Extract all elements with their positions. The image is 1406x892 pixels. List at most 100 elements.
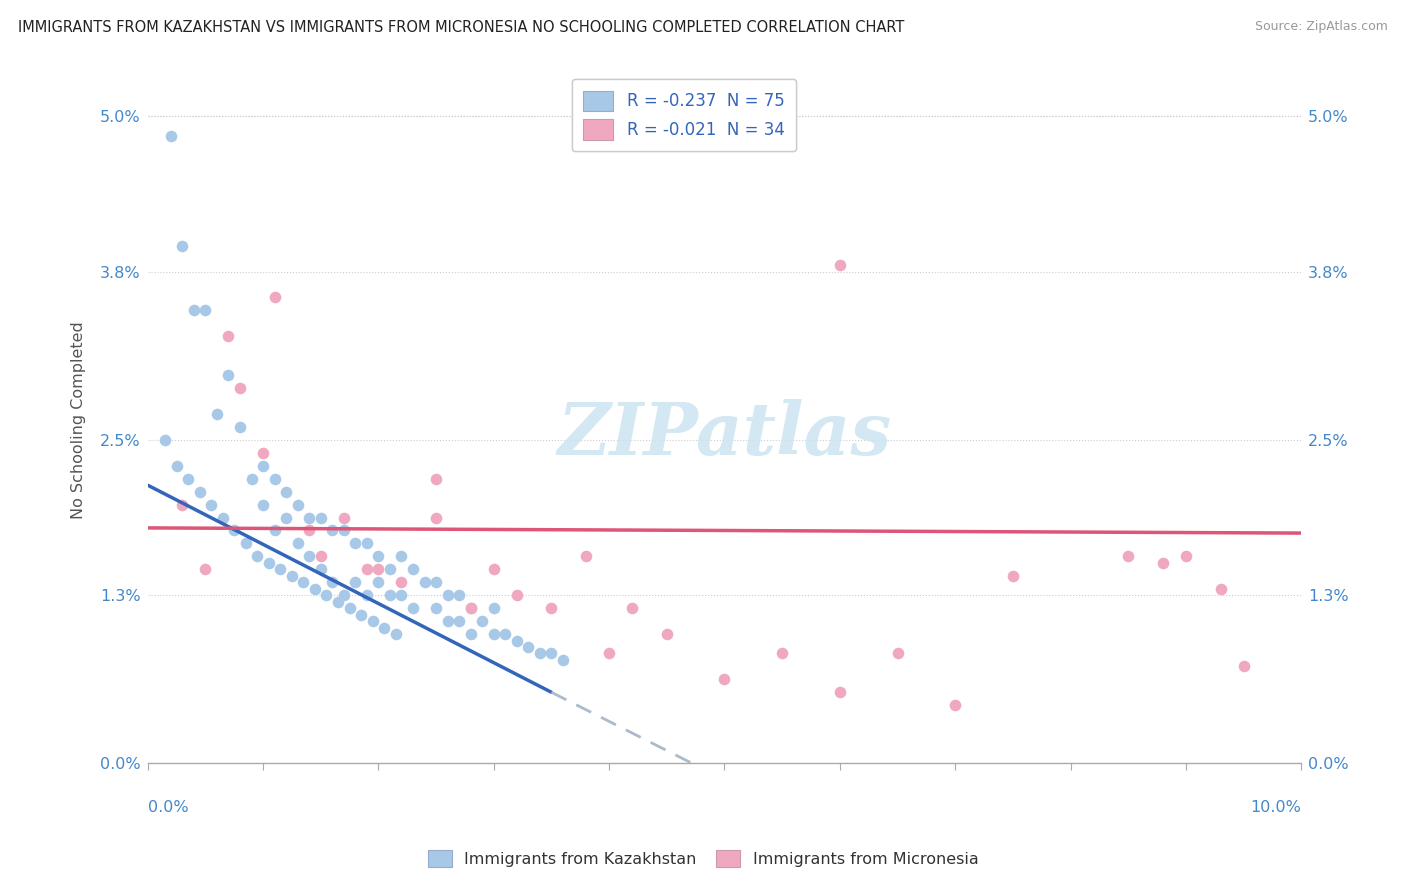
Point (333, 524, 356, 538)
Point (159, 128, 181, 143)
Point (575, 549, 598, 564)
Point (770, 647, 793, 661)
Point (356, 536, 378, 550)
Point (321, 575, 343, 590)
Point (551, 653, 574, 667)
Point (529, 647, 551, 661)
Point (350, 607, 373, 622)
Point (339, 601, 361, 615)
Point (517, 640, 540, 654)
Point (471, 614, 494, 628)
Point (436, 588, 458, 602)
Point (252, 458, 274, 473)
Point (246, 549, 269, 564)
Legend: R = -0.237  N = 75, R = -0.021  N = 34: R = -0.237 N = 75, R = -0.021 N = 34 (572, 78, 796, 152)
Point (177, 472, 200, 486)
Point (183, 303, 205, 318)
Point (425, 575, 447, 590)
Point (333, 510, 356, 524)
Point (598, 647, 620, 661)
Point (315, 588, 337, 602)
Point (482, 601, 505, 615)
Point (713, 673, 735, 687)
Point (298, 524, 321, 538)
Point (506, 633, 529, 648)
Point (224, 524, 246, 538)
Point (304, 582, 326, 596)
Point (309, 510, 332, 524)
Point (460, 601, 482, 615)
Point (886, 647, 908, 661)
Point (263, 472, 285, 486)
Point (436, 614, 458, 628)
Point (194, 303, 217, 318)
Point (217, 329, 239, 343)
Point (367, 575, 389, 590)
Point (229, 420, 252, 434)
Point (361, 614, 384, 628)
Point (1232, 659, 1254, 673)
Point (482, 627, 505, 641)
Point (391, 575, 413, 590)
Point (309, 549, 332, 564)
Point (344, 575, 367, 590)
Text: 0.0%: 0.0% (148, 799, 188, 814)
Text: ZIPatlas: ZIPatlas (557, 399, 891, 470)
Point (540, 647, 562, 661)
Point (217, 368, 239, 383)
Point (460, 601, 482, 615)
Point (356, 562, 378, 576)
Point (391, 549, 413, 564)
Point (205, 407, 228, 421)
Point (367, 549, 389, 564)
Point (200, 498, 222, 512)
Point (425, 472, 447, 486)
Point (257, 556, 280, 570)
Point (402, 601, 425, 615)
Point (1116, 549, 1139, 564)
Point (391, 588, 413, 602)
Point (269, 562, 291, 576)
Point (263, 291, 285, 305)
Text: IMMIGRANTS FROM KAZAKHSTAN VS IMMIGRANTS FROM MICRONESIA NO SCHOOLING COMPLETED : IMMIGRANTS FROM KAZAKHSTAN VS IMMIGRANTS… (18, 20, 904, 35)
Point (298, 549, 321, 564)
Point (425, 510, 447, 524)
Point (494, 627, 516, 641)
Point (621, 601, 644, 615)
Point (292, 575, 315, 590)
Point (356, 588, 378, 602)
Point (166, 458, 188, 473)
Point (229, 381, 252, 395)
Point (413, 575, 436, 590)
Point (1209, 582, 1232, 596)
Point (1152, 556, 1174, 570)
Point (373, 621, 395, 635)
Point (326, 595, 349, 609)
Point (1001, 569, 1024, 583)
Point (298, 510, 321, 524)
Point (449, 614, 471, 628)
Point (321, 524, 343, 538)
Point (240, 472, 263, 486)
Point (384, 627, 406, 641)
Point (378, 562, 401, 576)
Point (1174, 549, 1197, 564)
Point (449, 588, 471, 602)
Point (252, 446, 274, 460)
Point (309, 562, 332, 576)
Point (287, 498, 309, 512)
Point (281, 569, 304, 583)
Point (263, 524, 285, 538)
Point (276, 484, 298, 499)
Point (367, 562, 389, 576)
Point (153, 433, 176, 447)
Point (460, 627, 482, 641)
Point (540, 601, 562, 615)
Point (276, 510, 298, 524)
Point (188, 484, 211, 499)
Point (172, 498, 194, 512)
Legend: Immigrants from Kazakhstan, Immigrants from Micronesia: Immigrants from Kazakhstan, Immigrants f… (422, 843, 984, 873)
Point (506, 588, 529, 602)
Point (172, 238, 194, 252)
Point (425, 601, 447, 615)
